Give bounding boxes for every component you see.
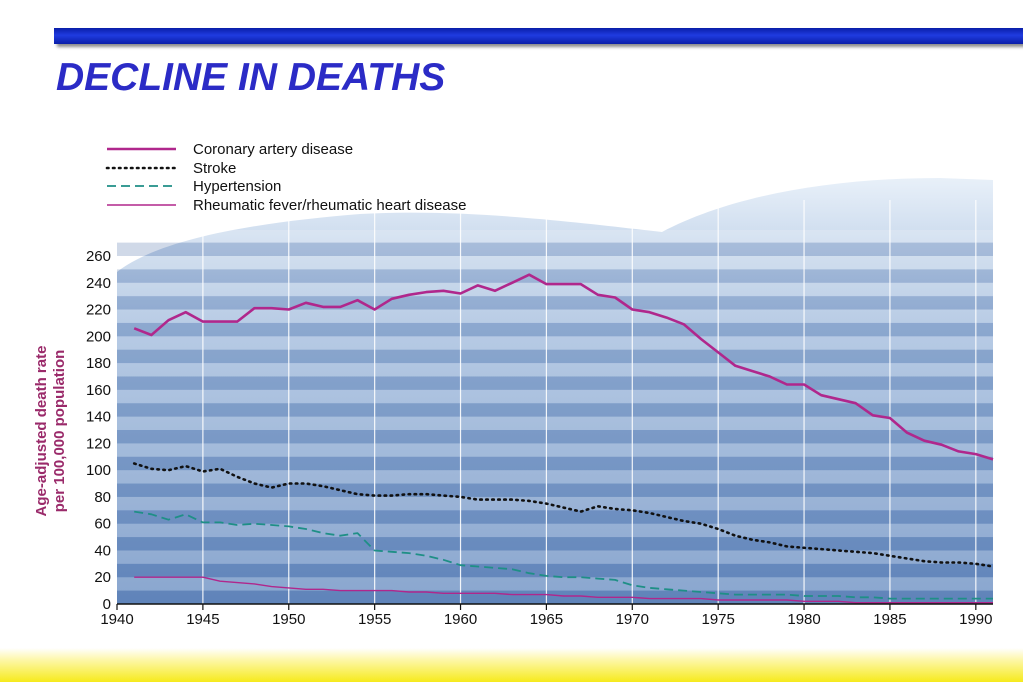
plot-stripe	[117, 389, 993, 404]
y-tick-label: 40	[94, 542, 111, 559]
title-accent-bar	[54, 28, 1023, 44]
x-tick-label: 1955	[358, 611, 391, 628]
plot-stripe	[117, 256, 993, 270]
x-tick-label: 1965	[530, 611, 563, 628]
series-lines	[132, 273, 995, 604]
plot-stripe	[117, 430, 993, 444]
plot-stripe	[117, 416, 993, 430]
legend-label: Hypertension	[193, 178, 281, 195]
vertical-gridlines	[202, 200, 977, 604]
plot-stripe	[117, 282, 993, 297]
y-tick-label: 120	[86, 435, 111, 452]
legend-label: Stroke	[193, 160, 236, 177]
plot-stripe	[117, 523, 993, 538]
y-tick-label: 80	[94, 489, 111, 506]
plot-stripe	[117, 443, 993, 457]
y-tick-label: 20	[94, 569, 111, 586]
plot-stripe	[117, 470, 993, 484]
plot-stripe	[117, 403, 993, 417]
plot-stripe	[117, 296, 993, 310]
x-tick-label: 1960	[444, 611, 477, 628]
plot-stripe	[117, 322, 993, 337]
plot-stripe	[117, 537, 993, 551]
y-tick-label: 180	[86, 355, 111, 372]
x-tick-label: 1970	[616, 611, 649, 628]
x-axis-ticks: 1940 1945 1950 1955 1960 1965 1970 1975 1980 1985…	[100, 604, 993, 628]
plot-stripe	[117, 242, 993, 256]
legend-label: Coronary artery disease	[193, 141, 353, 158]
plot-stripe	[117, 269, 993, 283]
x-tick-label: 1980	[787, 611, 820, 628]
plot-stripe	[117, 456, 993, 471]
y-tick-label: 240	[86, 275, 111, 292]
slide-title: DECLINE IN DEATHS	[56, 56, 446, 99]
plot-stripe	[117, 230, 993, 243]
bottom-color-band	[0, 648, 1023, 682]
plot-stripe	[117, 510, 993, 524]
plot-stripe	[117, 577, 993, 591]
series-line-coronary-artery-disease	[133, 273, 994, 461]
plot-stripe	[117, 376, 993, 390]
y-tick-label: 160	[86, 382, 111, 399]
y-tick-label: 260	[86, 248, 111, 265]
y-tick-label: 0	[103, 596, 111, 613]
x-tick-label: 1985	[873, 611, 906, 628]
x-tick-label: 1990	[959, 611, 992, 628]
plot-stripe	[117, 336, 993, 350]
x-tick-label: 1950	[272, 611, 305, 628]
series-line-hypertension	[134, 510, 993, 600]
y-axis-label-line-1: Age-adjusted death rate	[33, 346, 50, 517]
chart-legend: Coronary artery disease StrokeHypertensio…	[105, 141, 466, 214]
x-tick-label: 1975	[701, 611, 734, 628]
plot-stripe	[117, 563, 993, 578]
x-tick-label: 1940	[100, 611, 133, 628]
y-axis-label-line-2: per 100,000 population	[51, 350, 68, 513]
chart-background-shape	[117, 178, 993, 604]
y-axis-label: Age-adjusted death rate per 100,000 popu…	[33, 346, 68, 517]
series-line-stroke	[132, 462, 995, 568]
y-tick-label: 60	[94, 516, 111, 533]
y-axis-ticks: 0 20 40 60 80 100 120 140 160 180 200 220 240 260	[86, 248, 111, 613]
plot-stripe	[117, 496, 993, 511]
y-tick-label: 200	[86, 328, 111, 345]
plot-stripe	[117, 309, 993, 323]
y-tick-label: 220	[86, 302, 111, 319]
x-tick-label: 1945	[186, 611, 219, 628]
plot-stripe	[117, 363, 993, 377]
plot-stripe	[117, 550, 993, 564]
plot-stripes	[117, 162, 993, 604]
y-tick-label: 100	[86, 462, 111, 479]
plot-stripe	[117, 483, 993, 497]
y-tick-label: 140	[86, 409, 111, 426]
plot-stripe	[117, 162, 993, 175]
legend-label: Rheumatic fever/rheumatic heart disease	[193, 197, 466, 214]
series-line-rheumatic-fever-rheumatic-heart-disease	[134, 576, 993, 604]
plot-stripe	[117, 349, 993, 364]
